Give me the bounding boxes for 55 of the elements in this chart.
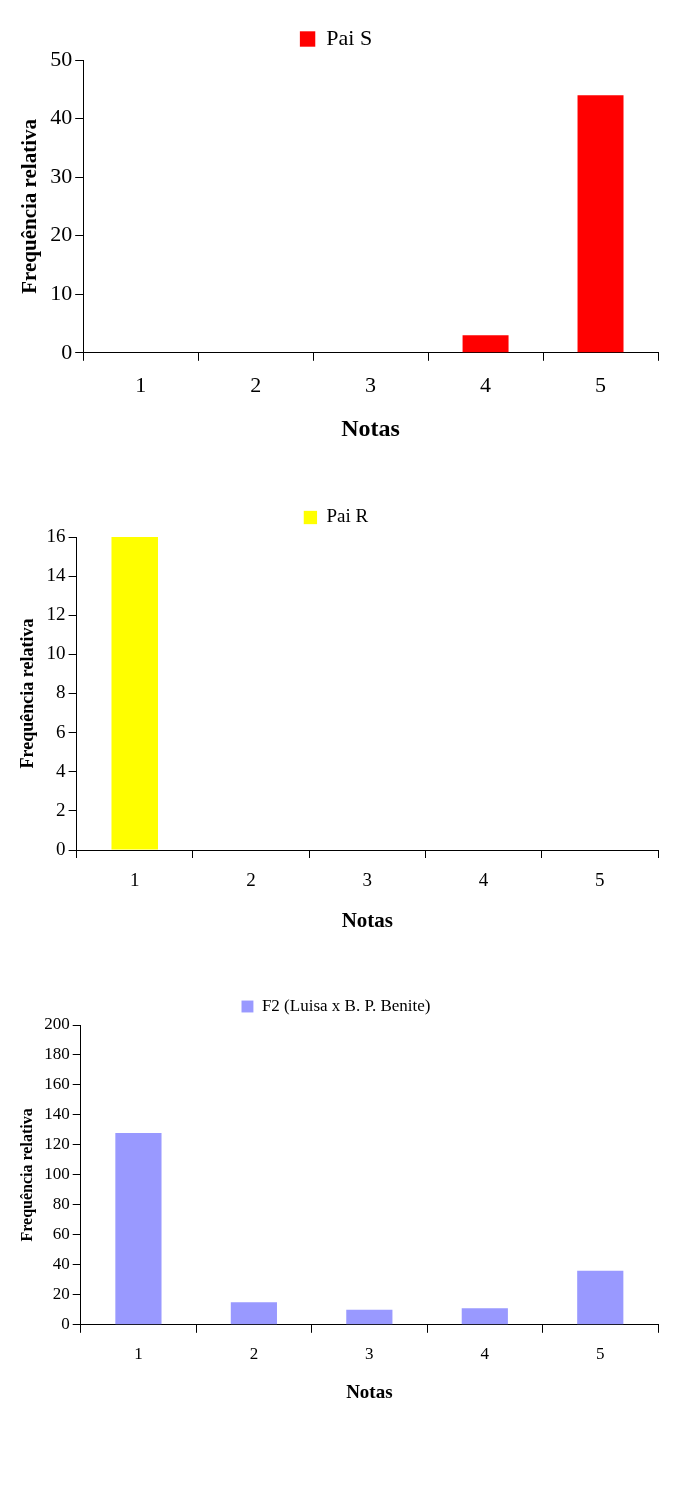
y-tick-label: 20: [52, 1284, 70, 1304]
y-tick-label: 30: [50, 162, 73, 188]
y-tick-label: 10: [50, 280, 73, 306]
y-tick-label: 12: [46, 603, 66, 625]
y-tick-label: 4: [56, 759, 67, 781]
y-tick-label: 0: [56, 837, 66, 859]
y-tick-label: 40: [52, 1254, 70, 1274]
bar: [577, 1270, 624, 1325]
y-tick-label: 50: [50, 45, 73, 71]
x-axis-title: Notas: [341, 414, 400, 441]
y-tick-label: 180: [44, 1044, 70, 1064]
y-tick-label: 20: [50, 221, 73, 247]
x-tick-label: 1: [134, 1344, 143, 1364]
y-tick-label: 10: [46, 642, 66, 664]
y-axis-title: Frequência relativa: [17, 1108, 36, 1242]
y-tick-label: 60: [52, 1224, 70, 1244]
x-tick-label: 2: [249, 1344, 259, 1364]
y-tick-label: 8: [56, 681, 66, 703]
x-tick-label: 3: [362, 869, 373, 891]
x-axis-title: Notas: [341, 907, 393, 932]
y-axis-title: Frequência relativa: [17, 618, 38, 769]
x-tick-label: 4: [480, 371, 492, 397]
y-tick-label: 40: [50, 104, 73, 130]
x-tick-label: 5: [595, 869, 605, 891]
x-tick-label: 2: [250, 371, 262, 397]
y-tick-label: 120: [44, 1134, 70, 1154]
y-tick-label: 200: [44, 1014, 70, 1034]
y-tick-label: 80: [52, 1194, 70, 1214]
y-tick-label: 160: [44, 1074, 70, 1094]
x-tick-label: 3: [365, 1344, 374, 1364]
x-tick-label: 5: [595, 371, 607, 397]
bar: [346, 1309, 393, 1325]
legend-label: F2 (Luisa x B. P. Benite): [261, 995, 431, 1015]
y-tick-label: 2: [56, 798, 66, 820]
y-tick-label: 6: [56, 720, 66, 742]
x-tick-label: 4: [478, 869, 489, 891]
x-tick-label: 1: [129, 869, 140, 891]
bar: [461, 1308, 508, 1325]
y-tick-label: 140: [44, 1104, 70, 1124]
legend-label: Pai R: [326, 505, 369, 527]
x-tick-label: 5: [596, 1344, 605, 1364]
x-axis-title: Notas: [346, 1380, 393, 1402]
y-tick-label: 16: [46, 524, 66, 546]
bar: [230, 1302, 277, 1325]
y-tick-label: 14: [46, 564, 67, 586]
x-tick-label: 1: [135, 371, 147, 397]
x-tick-label: 2: [246, 869, 256, 891]
y-axis-title: Frequência relativa: [17, 118, 42, 294]
y-tick-label: 0: [61, 1314, 70, 1334]
y-tick-label: 100: [44, 1164, 70, 1184]
x-tick-label: 3: [365, 371, 377, 397]
legend-label: Pai S: [326, 24, 373, 50]
x-tick-label: 4: [480, 1344, 490, 1364]
y-tick-label: 0: [61, 338, 73, 364]
bar: [115, 1132, 162, 1325]
